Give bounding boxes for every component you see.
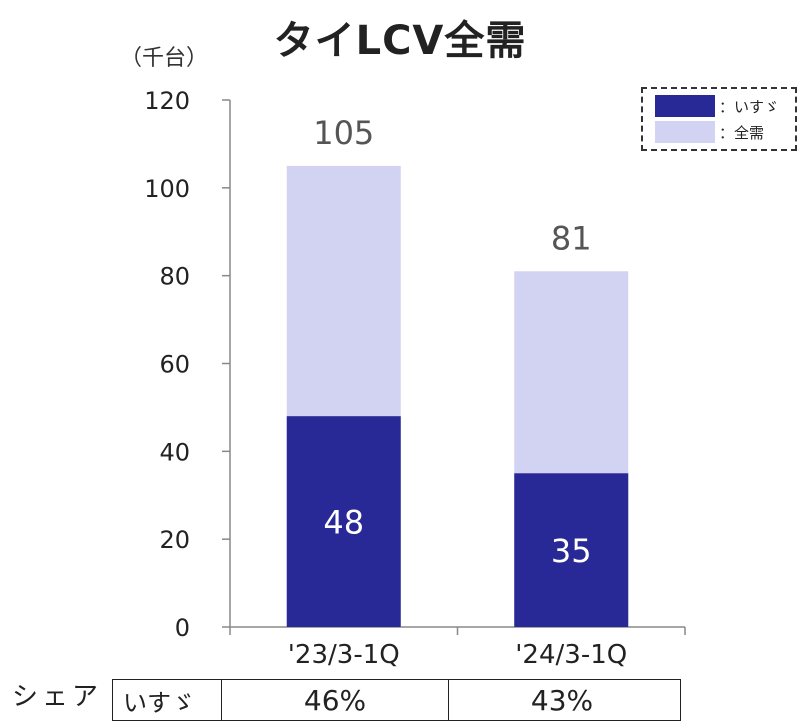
legend-item-total: ：全需 [655,121,764,143]
share-value-cell-2: 43% [448,680,675,720]
legend-swatch-isuzu [655,95,715,117]
x-category-label-1: '23/3-1Q [288,640,400,670]
legend-swatch-total [655,121,715,143]
y-tick-label: 60 [159,351,190,379]
chart-title: タイLCV全需 [273,18,527,64]
legend-label-total: ：全需 [719,123,765,142]
share-row-label: シェア [12,682,103,712]
y-tick-label: 0 [175,614,190,642]
legend-item-isuzu: ：いすゞ [655,95,779,117]
data-label-total-1: 105 [313,114,374,152]
x-category-label-2: '24/3-1Q [515,640,627,670]
y-tick-label: 40 [159,438,190,466]
y-tick-label: 100 [144,175,190,203]
data-label-total-2: 81 [551,219,592,257]
data-label-isuzu-2: 35 [551,532,592,570]
bar-isuzu-1 [286,416,401,627]
share-value-cell-1: 46% [221,680,448,720]
y-tick-label: 20 [159,526,190,554]
data-label-isuzu-1: 48 [323,504,364,542]
y-tick-label: 120 [144,87,190,115]
bar-isuzu-2 [514,473,629,627]
share-table: いすゞ 46% 43% [112,679,681,721]
legend-label-isuzu: ：いすゞ [719,97,780,116]
legend: ：いすゞ ：全需 [641,87,797,151]
y-tick-label: 80 [159,263,190,291]
y-axis-unit: （千台） [120,46,209,71]
share-header-cell: いすゞ [123,688,195,717]
